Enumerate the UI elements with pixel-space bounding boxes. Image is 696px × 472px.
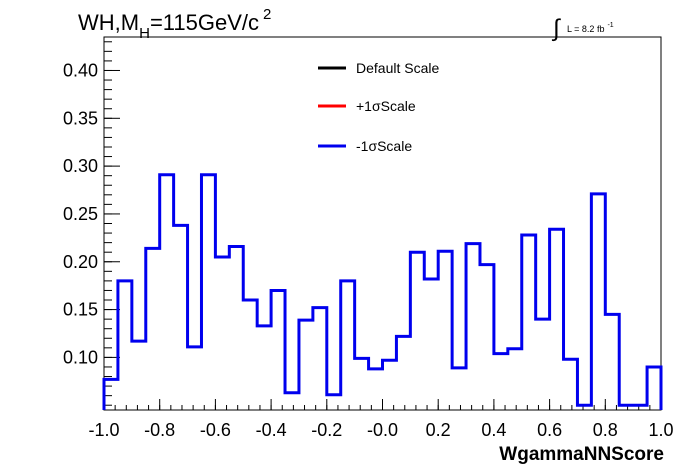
x-tick-label: -0.4	[256, 420, 287, 440]
y-tick-label: 0.25	[63, 204, 98, 224]
y-tick-label: 0.10	[63, 347, 98, 367]
x-tick-label: 0.6	[537, 420, 562, 440]
y-tick-label: 0.35	[63, 108, 98, 128]
x-tick-label: 0.2	[426, 420, 451, 440]
x-tick-label: 0.8	[593, 420, 618, 440]
chart-title: WH,MH=115GeV/c 2	[78, 6, 271, 42]
title-rest: =115GeV/c	[150, 10, 259, 35]
title-superscript: 2	[263, 6, 271, 23]
x-axis-label: WgammaNNScore	[499, 444, 664, 465]
title-subscript: H	[139, 25, 150, 42]
y-tick-label: 0.20	[63, 252, 98, 272]
series-line-minus1sigma	[102, 173, 663, 410]
lumi-integral: ∫	[551, 15, 561, 42]
axes: -1.0 -0.8 -0.6 -0.4 -0.2 -0.0 0.2 0.4 0.6 0.8 1.0 0…	[63, 41, 674, 440]
x-tick-label: -1.0	[88, 420, 119, 440]
title-main: WH,M	[78, 10, 139, 35]
lumi-superscript: -1	[607, 22, 613, 29]
series	[102, 173, 663, 410]
x-tick-label: -0.6	[200, 420, 231, 440]
x-tick-label: 0.4	[481, 420, 506, 440]
x-tick-label: 1.0	[648, 420, 673, 440]
x-tick-label: -0.0	[367, 420, 398, 440]
legend-label-minus1sigma: -1σScale	[356, 138, 412, 154]
x-tick-label: -0.8	[144, 420, 175, 440]
lumi-text: L = 8.2 fb	[567, 24, 604, 34]
y-tick-label: 0.40	[63, 60, 98, 80]
lumi-label: L = 8.2 fb -1	[567, 22, 614, 34]
y-tick-label: 0.15	[63, 300, 98, 320]
x-tick-label: -0.2	[311, 420, 342, 440]
legend-label-plus1sigma: +1σScale	[356, 98, 416, 114]
y-tick-label: 0.30	[63, 156, 98, 176]
legend-label-default: Default Scale	[356, 60, 439, 76]
plot-frame	[103, 36, 662, 411]
legend: Default Scale +1σScale -1σScale	[318, 60, 439, 154]
